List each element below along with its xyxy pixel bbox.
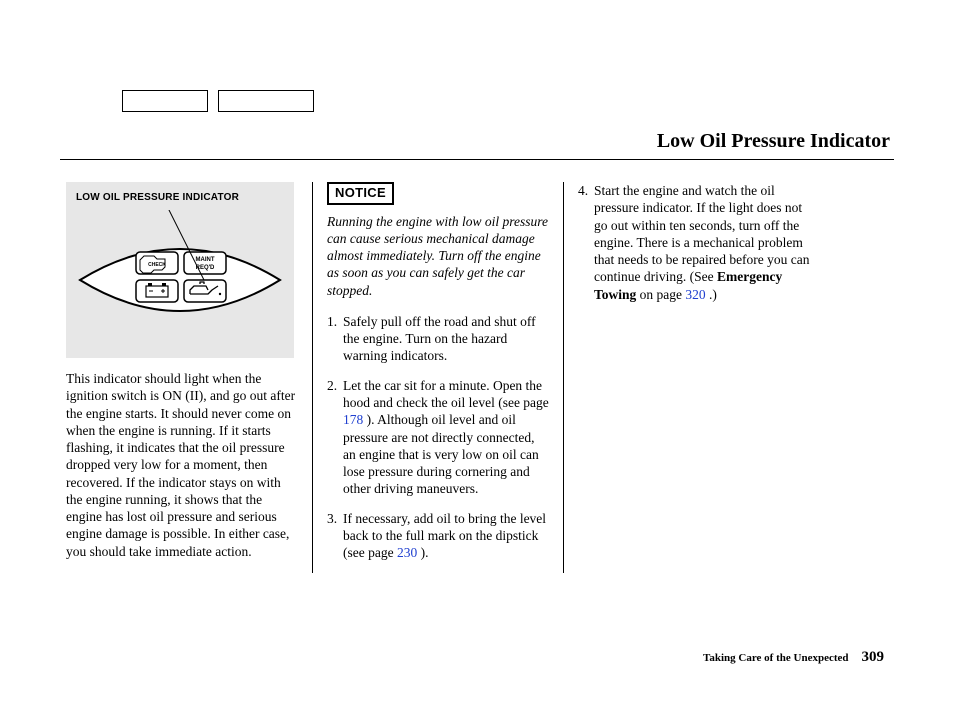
maint-reqd-icon: MAINT REQ'D [184, 252, 226, 274]
page-link-178[interactable]: 178 [343, 412, 363, 427]
oil-pressure-icon [184, 280, 226, 302]
step-3-pre: If necessary, add oil to bring the level… [343, 511, 546, 561]
page-title: Low Oil Pressure Indicator [60, 130, 890, 153]
steps-list: Safely pull off the road and shut off th… [327, 313, 549, 561]
check-engine-icon: CHECK [136, 252, 178, 274]
column-2: NOTICE Running the engine with low oil p… [312, 182, 564, 573]
page-footer: Taking Care of the Unexpected 309 [703, 649, 884, 666]
page-link-230[interactable]: 230 [397, 545, 417, 560]
title-row: Low Oil Pressure Indicator [60, 130, 894, 160]
step-2-post: ). Although oil level and oil pressure a… [343, 412, 539, 496]
svg-text:CHECK: CHECK [148, 262, 166, 268]
header-placeholder-boxes [122, 90, 894, 112]
step-3-post: ). [417, 545, 428, 560]
step-1: Safely pull off the road and shut off th… [327, 313, 549, 365]
step-4-post: .) [706, 287, 717, 302]
page-link-320[interactable]: 320 [685, 287, 705, 302]
diagram-label: LOW OIL PRESSURE INDICATOR [76, 192, 239, 205]
footer-page-number: 309 [862, 649, 885, 665]
notice-label: NOTICE [327, 182, 394, 205]
placeholder-box-2 [218, 90, 314, 112]
placeholder-box-1 [122, 90, 208, 112]
content-columns: LOW OIL PRESSURE INDICATOR CHECK MAINT R… [60, 182, 894, 573]
step-2: Let the car sit for a minute. Open the h… [327, 377, 549, 498]
column-1: LOW OIL PRESSURE INDICATOR CHECK MAINT R… [60, 182, 312, 573]
notice-text: Running the engine with low oil pressure… [327, 213, 549, 299]
steps-list-continued: Start the engine and watch the oil press… [578, 182, 810, 303]
step-1-text: Safely pull off the road and shut off th… [343, 314, 536, 364]
intro-paragraph: This indicator should light when the ign… [66, 370, 298, 560]
footer-section-title: Taking Care of the Unexpected [703, 652, 848, 664]
step-4: Start the engine and watch the oil press… [578, 182, 810, 303]
svg-text:MAINT: MAINT [196, 257, 215, 263]
dashboard-cluster-svg: CHECK MAINT REQ'D [72, 210, 288, 350]
step-2-pre: Let the car sit for a minute. Open the h… [343, 378, 549, 410]
manual-page: Low Oil Pressure Indicator LOW OIL PRESS… [0, 0, 954, 710]
step-4-mid: on page [636, 287, 685, 302]
column-3: Start the engine and watch the oil press… [564, 182, 816, 573]
indicator-diagram: LOW OIL PRESSURE INDICATOR CHECK MAINT R… [66, 182, 294, 358]
step-3: If necessary, add oil to bring the level… [327, 510, 549, 562]
battery-icon [136, 280, 178, 302]
